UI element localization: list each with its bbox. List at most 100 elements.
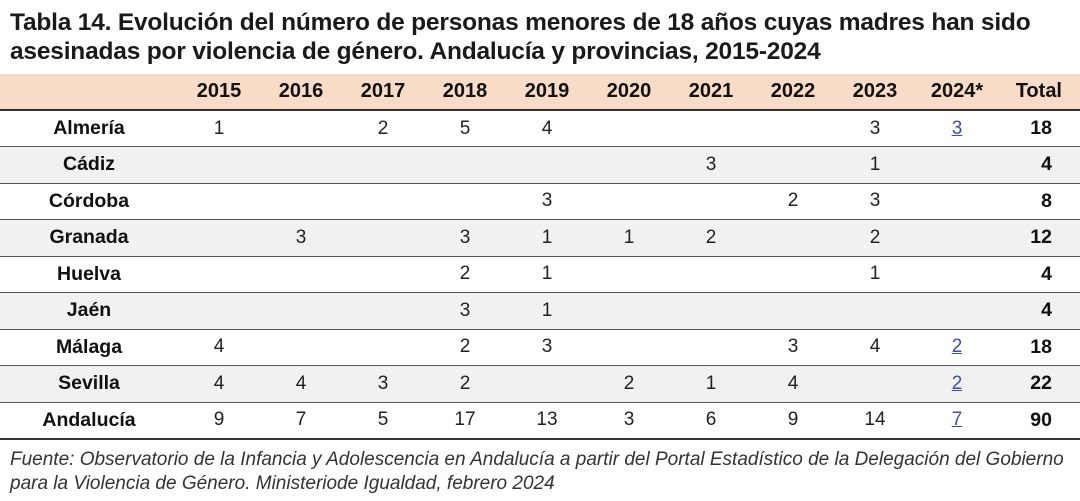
province-cell: Sevilla	[0, 365, 178, 403]
value-link-2024[interactable]: 2	[916, 329, 998, 366]
value-cell	[588, 256, 670, 293]
value-cell: 1	[588, 219, 670, 257]
total-cell: 12	[998, 219, 1080, 257]
header-cell-2018: 2018	[424, 74, 506, 111]
value-cell	[178, 292, 260, 330]
value-cell: 3	[506, 183, 588, 220]
value-cell	[178, 146, 260, 184]
value-link-2024[interactable]: 7	[916, 402, 998, 440]
header-cell-total: Total	[998, 74, 1080, 111]
value-cell: 3	[260, 219, 342, 257]
province-cell: Granada	[0, 219, 178, 257]
value-cell	[670, 256, 752, 293]
value-cell: 4	[178, 365, 260, 403]
value-cell	[178, 183, 260, 220]
value-cell	[506, 365, 588, 403]
table-row: Andalucía 9 7 5 17 13 3 6 9 14 7 90	[0, 402, 1080, 440]
table-row: Almería 1 2 5 4 3 3 18	[0, 110, 1080, 147]
value-cell	[342, 256, 424, 293]
value-cell: 3	[424, 292, 506, 330]
value-cell	[178, 219, 260, 257]
value-cell	[588, 329, 670, 366]
value-link-2024	[916, 256, 998, 293]
value-cell	[670, 183, 752, 220]
province-cell: Málaga	[0, 329, 178, 366]
value-cell	[752, 146, 834, 184]
value-cell: 3	[506, 329, 588, 366]
province-cell: Andalucía	[0, 402, 178, 440]
value-cell	[260, 292, 342, 330]
value-cell: 9	[752, 402, 834, 440]
value-cell: 1	[834, 146, 916, 184]
table-row: Málaga 4 2 3 3 4 2 18	[0, 329, 1080, 366]
province-cell: Córdoba	[0, 183, 178, 220]
value-cell	[588, 292, 670, 330]
value-cell: 2	[424, 329, 506, 366]
table-title: Tabla 14. Evolución del número de person…	[10, 9, 1031, 65]
value-link-2024[interactable]: 3	[916, 110, 998, 147]
value-cell	[752, 256, 834, 293]
value-link-2024	[916, 146, 998, 184]
value-cell	[342, 292, 424, 330]
value-cell	[588, 183, 670, 220]
data-table: 2015 2016 2017 2018 2019 2020 2021 2022 …	[0, 74, 1080, 440]
total-cell: 22	[998, 365, 1080, 403]
value-cell	[752, 219, 834, 257]
value-cell	[424, 146, 506, 184]
value-cell: 3	[752, 329, 834, 366]
value-cell: 4	[506, 110, 588, 147]
value-cell	[670, 292, 752, 330]
header-cell-province	[0, 74, 178, 111]
province-cell: Huelva	[0, 256, 178, 293]
value-cell: 4	[752, 365, 834, 403]
total-cell: 8	[998, 183, 1080, 220]
value-link-2024[interactable]: 2	[916, 365, 998, 403]
value-cell	[834, 365, 916, 403]
province-cell: Jaén	[0, 292, 178, 330]
table-row: Granada 3 3 1 1 2 2 12	[0, 219, 1080, 257]
total-cell: 90	[998, 402, 1080, 440]
value-cell	[260, 110, 342, 147]
value-cell: 1	[506, 219, 588, 257]
value-cell: 2	[834, 219, 916, 257]
value-cell: 6	[670, 402, 752, 440]
value-cell: 3	[670, 146, 752, 184]
value-link-2024	[916, 292, 998, 330]
source-note: Fuente: Observatorio de la Infancia y Ad…	[10, 449, 1064, 494]
header-cell-2023: 2023	[834, 74, 916, 111]
value-cell: 3	[342, 365, 424, 403]
value-cell: 2	[752, 183, 834, 220]
value-cell	[342, 329, 424, 366]
value-cell: 1	[834, 256, 916, 293]
value-cell	[260, 329, 342, 366]
table-row: Córdoba 3 2 3 8	[0, 183, 1080, 220]
value-cell: 2	[424, 365, 506, 403]
header-cell-2019: 2019	[506, 74, 588, 111]
value-cell	[506, 146, 588, 184]
value-cell	[752, 110, 834, 147]
value-cell: 5	[424, 110, 506, 147]
value-cell	[260, 183, 342, 220]
value-cell	[260, 146, 342, 184]
value-cell: 4	[260, 365, 342, 403]
value-cell	[834, 292, 916, 330]
table-row: Cádiz 3 1 4	[0, 146, 1080, 184]
header-cell-2016: 2016	[260, 74, 342, 111]
value-cell	[588, 110, 670, 147]
value-cell	[752, 292, 834, 330]
value-cell: 14	[834, 402, 916, 440]
value-cell	[588, 146, 670, 184]
table-row: Huelva 2 1 1 4	[0, 256, 1080, 293]
value-cell: 9	[178, 402, 260, 440]
value-cell: 1	[670, 365, 752, 403]
value-cell: 17	[424, 402, 506, 440]
value-cell	[670, 329, 752, 366]
header-cell-2024: 2024*	[916, 74, 998, 111]
total-cell: 18	[998, 110, 1080, 147]
header-cell-2022: 2022	[752, 74, 834, 111]
province-cell: Cádiz	[0, 146, 178, 184]
header-cell-2020: 2020	[588, 74, 670, 111]
table-row: Jaén 3 1 4	[0, 292, 1080, 330]
value-cell	[342, 219, 424, 257]
value-cell: 3	[424, 219, 506, 257]
